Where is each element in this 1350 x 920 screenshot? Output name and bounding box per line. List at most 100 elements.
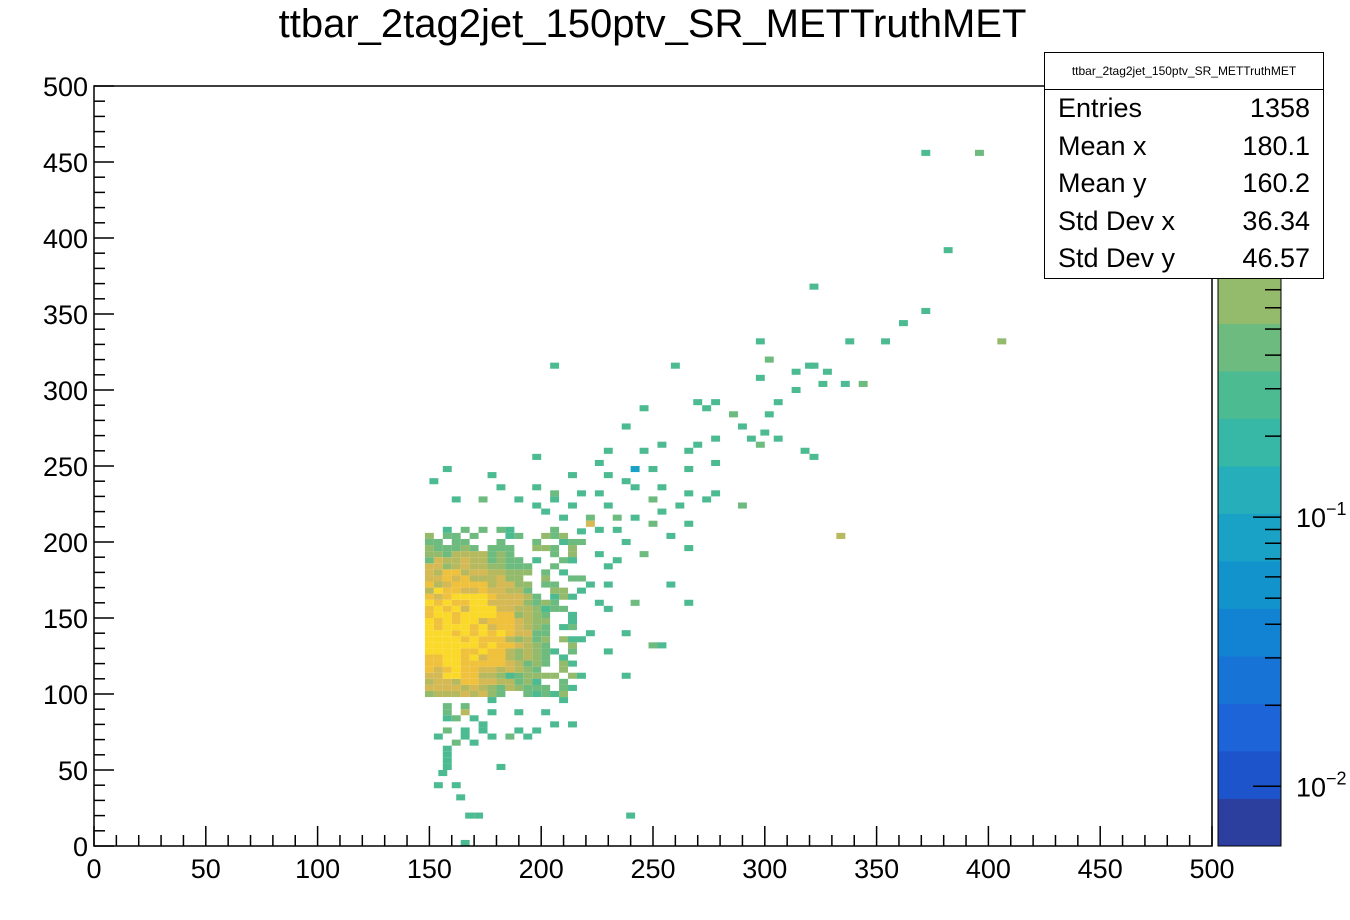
heatmap-bin [469,563,479,570]
heatmap-bin [523,654,533,661]
heatmap-bin [684,520,694,527]
heatmap-bin [559,605,569,612]
heatmap-bin [559,569,569,576]
heatmap-bin [576,575,586,582]
heatmap-bin [460,630,470,637]
heatmap-bin [755,338,765,345]
heatmap-bin [523,648,533,655]
heatmap-bin [514,709,524,716]
y-tick-label: 150 [43,604,88,634]
heatmap-bin [764,356,774,363]
heatmap-bin [424,581,434,588]
heatmap-bin [478,666,488,673]
heatmap-bin [478,526,488,533]
heatmap-bin [487,551,497,558]
stats-label: Std Dev y [1058,243,1176,273]
heatmap-bin [505,526,515,533]
heatmap-bin [532,654,542,661]
heatmap-bin [559,678,569,685]
heatmap-bin [433,538,443,546]
heatmap-bin [424,611,434,618]
heatmap-bin [433,618,443,625]
heatmap-bin [881,338,891,345]
heatmap-bin [487,624,497,631]
heatmap-bin [755,441,765,448]
heatmap-bin [559,684,569,691]
heatmap-bin [442,745,452,752]
heatmap-bin [639,447,649,454]
heatmap-bin [523,624,533,631]
heatmap-bin [760,429,770,436]
heatmap-bin [478,660,488,667]
heatmap-bin [487,630,497,637]
heatmap-bin [505,593,515,600]
heatmap-bin [541,569,551,576]
heatmap-bin [460,545,470,552]
heatmap-bin [442,684,452,691]
heatmap-bin [424,648,434,655]
heatmap-bin [514,618,524,625]
heatmap-bin [496,690,506,698]
heatmap-bin [469,666,479,673]
stats-row-mean-y: Mean y 160.2 [1045,165,1323,203]
heatmap-bin [469,660,479,667]
heatmap-bin [460,733,470,740]
heatmap-bin [702,496,712,503]
heatmap-bin [460,593,470,600]
heatmap-bin [478,618,488,625]
heatmap-bin [594,490,604,497]
heatmap-bin [505,551,515,558]
stats-row-std-x: Std Dev x 36.34 [1045,203,1323,241]
heatmap-bin [433,569,443,576]
heatmap-bin [456,794,466,801]
heatmap-bin [469,678,479,685]
heatmap-bin [474,812,484,819]
heatmap-bin [514,575,524,582]
heatmap-bin [541,611,551,618]
heatmap-bin [568,593,577,600]
heatmap-bin [442,715,452,722]
heatmap-bin [532,545,542,552]
heatmap-bin [433,654,443,661]
heatmap-bin [433,581,443,588]
x-tick-label: 100 [295,854,340,884]
heatmap-bin [648,496,658,503]
heatmap-bin [469,593,479,600]
heatmap-bin [858,380,868,387]
heatmap-bin [433,587,443,594]
heatmap-bin [433,672,443,679]
heatmap-bin [433,563,443,570]
heatmap-bin [603,605,613,612]
heatmap-bin [559,587,569,594]
heatmap-bin [603,472,613,479]
heatmap-bin [568,660,577,667]
heatmap-bin [424,563,434,570]
heatmap-bin [711,399,721,406]
heatmap-bin [460,624,470,631]
heatmap-bin [568,636,577,643]
heatmap-bin [496,563,506,570]
heatmap-bin [487,611,497,618]
heatmap-bin [505,618,515,625]
heatmap-bin [487,557,497,564]
heatmap-bin [523,618,533,625]
heatmap-bin [496,545,506,552]
heatmap-bin [460,666,470,673]
heatmap-bin [523,690,533,698]
heatmap-bin [559,624,569,631]
heatmap-bin [460,557,470,564]
heatmap-bin [496,611,506,618]
heatmap-bin [809,453,819,460]
heatmap-bin [729,411,738,418]
heatmap-bin [460,727,470,734]
heatmap-bin [568,721,577,728]
heatmap-bin [496,557,506,564]
heatmap-bin [746,435,756,442]
heatmap-bin [433,599,443,606]
heatmap-bin [424,660,434,667]
heatmap-bin [496,618,506,625]
heatmap-bin [424,690,434,698]
heatmap-bin [514,599,524,606]
stats-label: Entries [1058,93,1143,123]
heatmap-bin [433,557,443,564]
